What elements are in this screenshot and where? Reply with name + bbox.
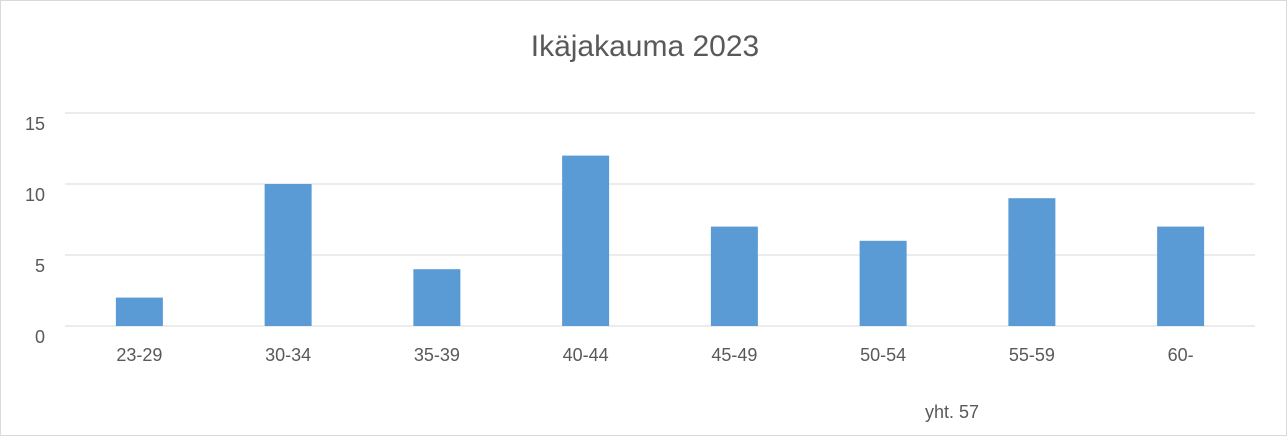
x-tick-label: 23-29 xyxy=(116,345,162,365)
bar xyxy=(264,184,312,326)
y-tick-label: 10 xyxy=(25,185,45,205)
x-tick-label: 45-49 xyxy=(711,345,757,365)
y-tick-label: 15 xyxy=(25,114,45,134)
x-tick-label: 50-54 xyxy=(860,345,906,365)
y-tick-label: 5 xyxy=(35,256,45,276)
bar xyxy=(413,269,461,326)
bar xyxy=(562,155,610,326)
chart-title: Ikäjakauma 2023 xyxy=(531,30,760,63)
x-tick-label: 55-59 xyxy=(1009,345,1055,365)
annotation: yht. 57 xyxy=(925,402,979,422)
bar xyxy=(1157,226,1205,326)
x-tick-label: 60- xyxy=(1168,345,1194,365)
x-tick-label: 40-44 xyxy=(563,345,609,365)
bar xyxy=(1008,198,1056,326)
bar xyxy=(859,240,907,326)
x-tick-label: 30-34 xyxy=(265,345,311,365)
bar xyxy=(710,226,758,326)
x-tick-label: 35-39 xyxy=(414,345,460,365)
bar xyxy=(115,297,163,326)
y-tick-label: 0 xyxy=(35,327,45,347)
